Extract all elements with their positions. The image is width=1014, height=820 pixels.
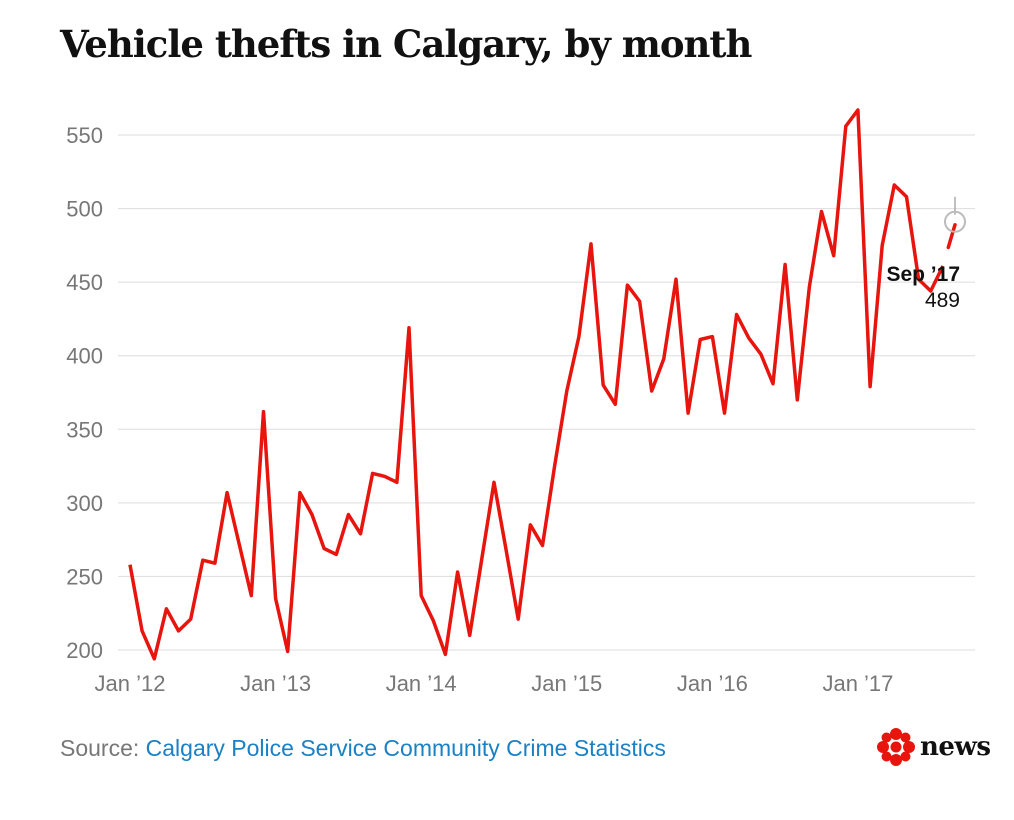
series-layer: [128, 108, 957, 661]
annotation-date: Sep ’17: [886, 263, 960, 286]
x-tick-label: Jan ’16: [677, 671, 748, 696]
y-tick-label: 350: [66, 417, 103, 442]
y-tick-label: 200: [66, 638, 103, 663]
x-tick-label: Jan ’17: [822, 671, 893, 696]
chart-title: Vehicle thefts in Calgary, by month: [60, 22, 752, 66]
source-link[interactable]: Calgary Police Service Community Crime S…: [145, 735, 666, 761]
x-axis-ticks: Jan ’12 Jan ’13 Jan ’14 Jan ’15 Jan ’16 Jan ’…: [95, 671, 894, 696]
y-tick-label: 550: [66, 123, 103, 148]
cbc-gem-icon: [877, 728, 915, 766]
y-tick-label: 250: [66, 564, 103, 589]
x-tick-label: Jan ’15: [531, 671, 602, 696]
source-footer: Source: Calgary Police Service Community…: [60, 735, 666, 762]
annotation-value: 489: [925, 289, 960, 312]
annotation-layer: Sep ’17 489: [886, 196, 966, 312]
series-line-end: [946, 223, 957, 250]
y-tick-label: 300: [66, 491, 103, 516]
cbc-news-logo[interactable]: news: [876, 727, 991, 767]
series-line: [128, 108, 945, 661]
x-tick-label: Jan ’13: [240, 671, 311, 696]
x-tick-label: Jan ’14: [386, 671, 457, 696]
x-tick-label: Jan ’12: [95, 671, 166, 696]
y-tick-label: 500: [66, 197, 103, 222]
y-axis-ticks: 200 250 300 350 400 450 500 550: [66, 123, 103, 663]
source-label: Source:: [60, 735, 140, 761]
last-point-marker[interactable]: [944, 210, 966, 233]
y-tick-label: 450: [66, 270, 103, 295]
y-tick-label: 400: [66, 344, 103, 369]
logo-text: news: [920, 732, 991, 762]
